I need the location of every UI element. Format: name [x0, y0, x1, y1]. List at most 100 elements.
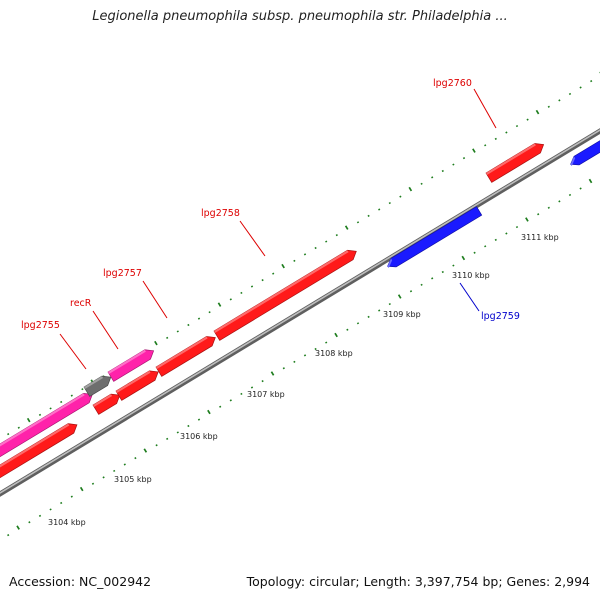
scale-label: 3107 kbp	[247, 390, 285, 399]
minor-tick	[49, 407, 52, 410]
label-leader-lpg2755	[59, 333, 87, 370]
major-tick	[397, 294, 402, 299]
minor-tick	[558, 200, 561, 203]
minor-tick	[91, 482, 95, 485]
scale-label: 3105 kbp	[114, 475, 152, 484]
major-tick	[26, 417, 31, 423]
gene-forward-1	[0, 423, 78, 479]
minor-tick	[261, 379, 264, 383]
minor-tick	[431, 176, 434, 179]
minor-tick	[134, 456, 137, 460]
minor-tick	[484, 245, 487, 248]
minor-tick	[7, 534, 10, 537]
minor-tick	[462, 157, 466, 160]
major-tick	[154, 340, 158, 346]
major-tick	[472, 148, 476, 153]
gene-label-lpg2759[interactable]: lpg2759	[481, 311, 520, 322]
minor-tick	[70, 495, 73, 498]
minor-tick	[261, 278, 264, 282]
scale-label: 3108 kbp	[315, 349, 353, 358]
minor-tick	[473, 251, 476, 254]
major-tick	[461, 255, 466, 261]
scale-label: 3110 kbp	[452, 271, 490, 280]
minor-tick	[303, 253, 307, 256]
major-tick	[217, 302, 222, 307]
gene-labels: lpg2755 recR lpg2757 lpg2758 lpg2759 lpg2760	[21, 78, 520, 331]
minor-tick	[303, 354, 307, 357]
minor-tick	[325, 240, 328, 243]
minor-tick	[515, 225, 519, 229]
major-tick	[525, 217, 529, 222]
gene-features	[0, 140, 600, 479]
minor-tick	[568, 92, 572, 96]
label-leader-lpg2758	[239, 220, 266, 257]
minor-tick	[484, 144, 487, 147]
minor-tick	[197, 418, 201, 421]
minor-tick	[208, 311, 211, 314]
scale-label: 3106 kbp	[180, 432, 218, 441]
minor-tick	[293, 259, 296, 262]
minor-tick	[282, 367, 285, 370]
major-tick	[334, 332, 338, 338]
minor-tick	[388, 201, 391, 205]
minor-tick	[187, 323, 190, 327]
minor-tick	[219, 405, 222, 408]
minor-tick	[102, 476, 105, 479]
major-tick	[79, 486, 84, 492]
major-tick	[535, 109, 540, 115]
accession-text: Accession: NC_002942	[9, 574, 152, 589]
minor-tick	[452, 163, 455, 166]
minor-tick	[494, 137, 497, 140]
minor-tick	[409, 290, 413, 293]
gene-reverse-edge	[570, 140, 600, 167]
gene-label-lpg2755[interactable]: lpg2755	[21, 320, 60, 331]
minor-tick	[515, 124, 519, 128]
minor-tick	[38, 413, 42, 416]
gene-lpg2755	[0, 392, 93, 458]
minor-tick	[579, 187, 582, 190]
minor-tick	[70, 394, 73, 397]
gene-label-lpg2757[interactable]: lpg2757	[103, 268, 142, 279]
gene-recR	[83, 375, 112, 397]
gene-lpg2757	[155, 336, 216, 377]
minor-tick	[229, 399, 232, 402]
minor-tick	[325, 341, 328, 344]
minor-tick	[579, 86, 582, 89]
minor-tick	[250, 285, 254, 288]
minor-tick	[81, 388, 84, 391]
gene-label-recR[interactable]: recR	[70, 298, 92, 309]
minor-tick	[272, 272, 275, 275]
minor-tick	[335, 234, 338, 237]
minor-tick	[367, 214, 370, 218]
genome-backbone	[0, 128, 600, 497]
minor-tick	[547, 105, 550, 108]
minor-tick	[505, 131, 508, 134]
minor-tick	[28, 521, 31, 524]
minor-tick	[346, 328, 349, 331]
minor-tick	[367, 315, 370, 319]
minor-tick	[166, 437, 169, 440]
minor-tick	[431, 277, 434, 280]
minor-tick	[356, 322, 360, 325]
minor-tick	[356, 221, 360, 224]
gene-lpg2760	[485, 143, 545, 183]
minor-tick	[526, 118, 529, 121]
label-leader-lpg2757	[142, 280, 168, 319]
label-leader-recR	[92, 310, 119, 350]
scale-label: 3104 kbp	[48, 518, 86, 527]
minor-tick	[123, 463, 126, 466]
minor-tick	[547, 206, 550, 209]
page-title: Legionella pneumophila subsp. pneumophil…	[92, 9, 508, 24]
minor-tick	[378, 309, 381, 312]
label-leader-lpg2759	[459, 282, 480, 312]
gene-lpg2755-part	[107, 349, 155, 382]
gene-label-lines	[59, 88, 497, 370]
minor-tick	[197, 317, 201, 320]
minor-tick	[314, 347, 317, 351]
minor-tick	[60, 400, 63, 404]
gene-label-lpg2758[interactable]: lpg2758	[201, 208, 240, 219]
minor-tick	[558, 99, 561, 102]
gene-label-lpg2760[interactable]: lpg2760	[433, 78, 472, 89]
